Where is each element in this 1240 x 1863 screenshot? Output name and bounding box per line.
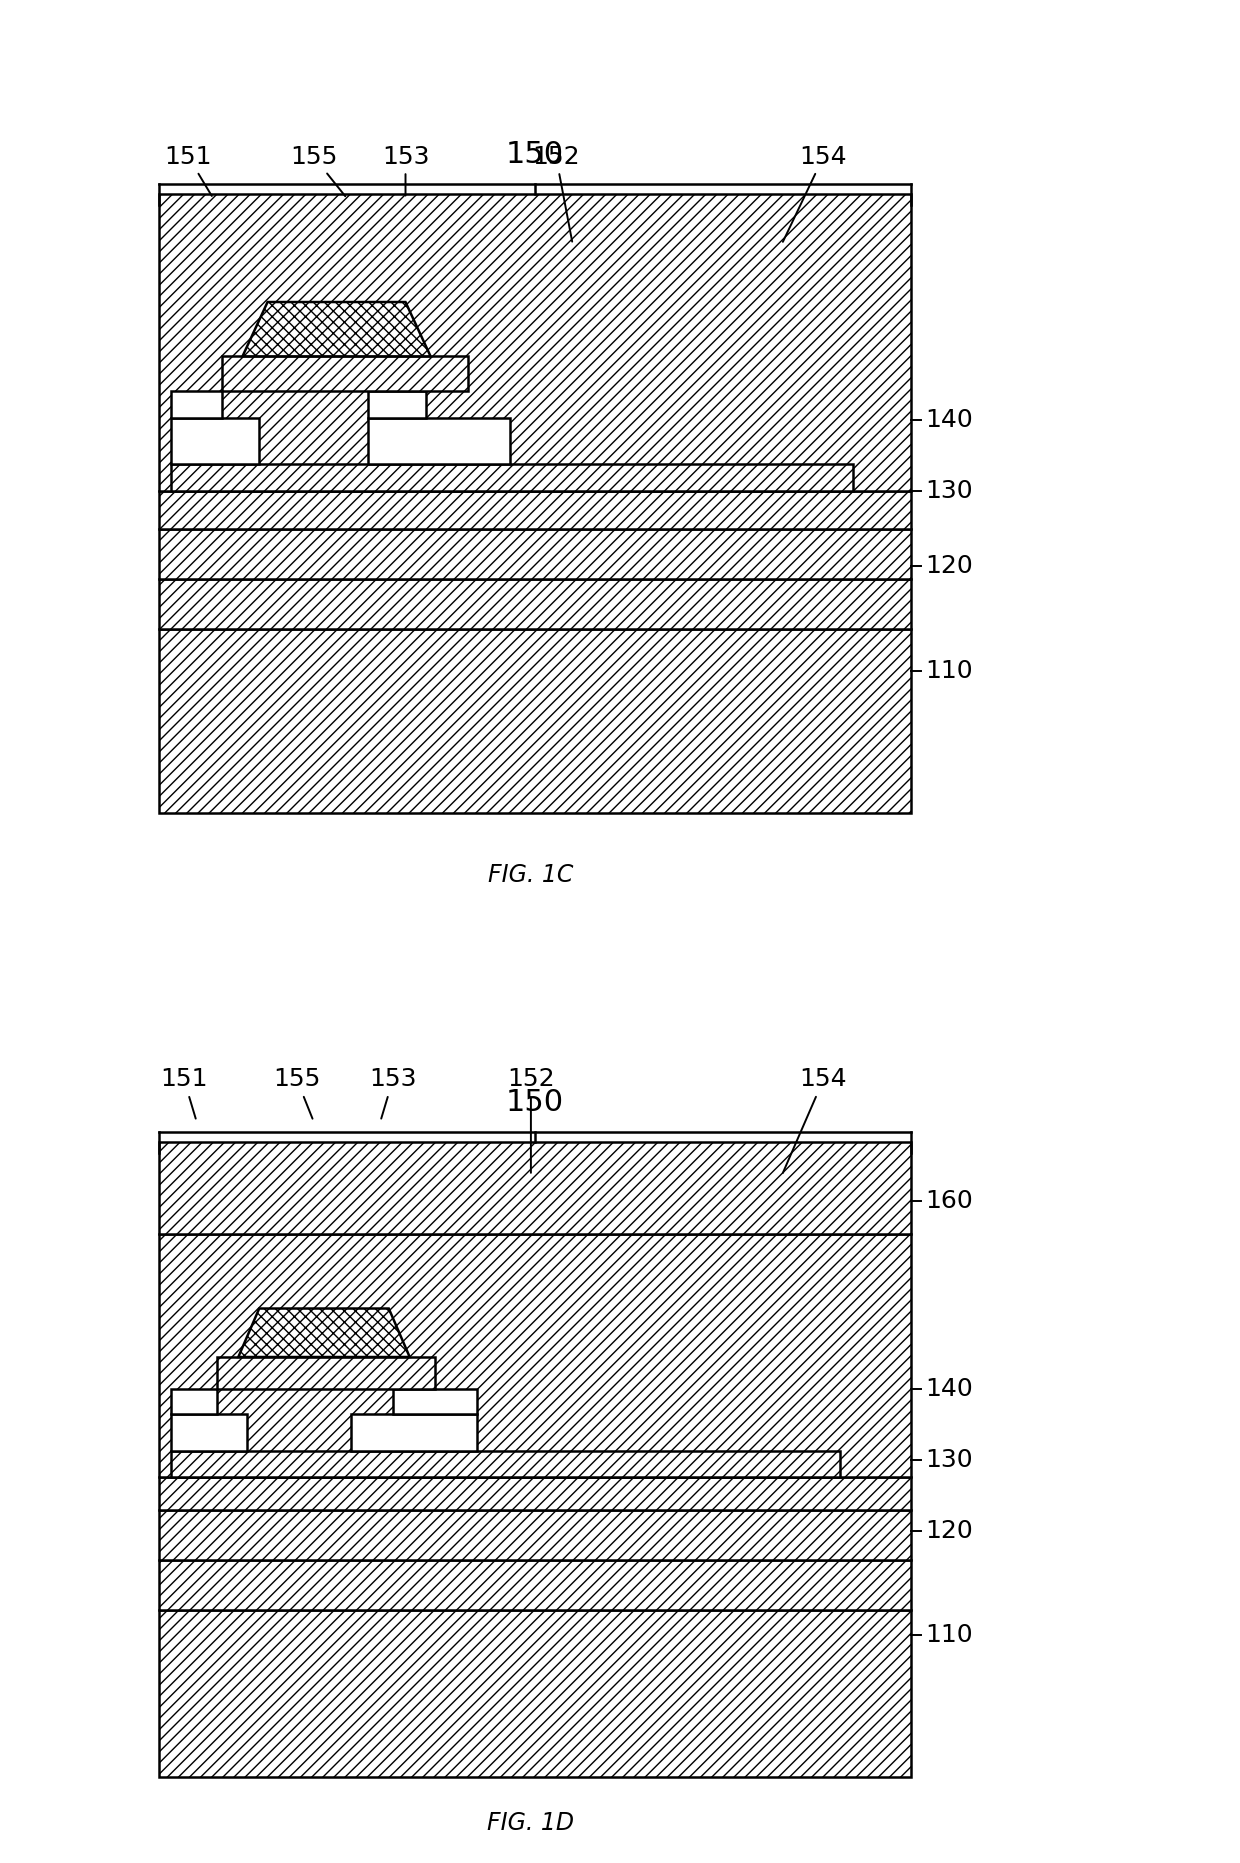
Text: 151: 151	[160, 1067, 208, 1118]
Text: 154: 154	[782, 1067, 847, 1174]
Bar	[217, 1356, 435, 1388]
Text: 152: 152	[532, 145, 580, 242]
Text: 155: 155	[290, 145, 345, 196]
Text: 153: 153	[382, 145, 429, 196]
Polygon shape	[238, 1308, 409, 1356]
Text: 150: 150	[506, 140, 564, 170]
Text: 151: 151	[165, 145, 212, 196]
Bar	[159, 630, 911, 812]
Bar	[351, 1414, 476, 1451]
Text: 130: 130	[925, 479, 973, 503]
Text: FIG. 1D: FIG. 1D	[487, 1811, 574, 1835]
Polygon shape	[243, 302, 430, 356]
Text: 150: 150	[506, 1088, 564, 1118]
Text: 160: 160	[925, 1189, 973, 1213]
Bar	[159, 1233, 911, 1477]
Bar	[222, 356, 469, 391]
Bar	[171, 417, 259, 464]
Bar	[159, 1559, 911, 1610]
Text: 154: 154	[782, 145, 847, 242]
Bar	[159, 1511, 911, 1559]
Text: 155: 155	[273, 1067, 320, 1118]
Bar	[159, 529, 911, 579]
Bar	[171, 1388, 217, 1414]
Bar	[159, 194, 911, 492]
Bar	[393, 1388, 476, 1414]
Bar	[368, 391, 427, 417]
Bar	[171, 1451, 841, 1477]
Text: 120: 120	[925, 1518, 973, 1543]
Text: 130: 130	[925, 1448, 973, 1472]
Bar	[171, 464, 853, 492]
Bar	[159, 1142, 911, 1233]
Bar	[159, 1610, 911, 1777]
Bar	[171, 391, 222, 417]
Text: 120: 120	[925, 553, 973, 578]
Text: FIG. 1C: FIG. 1C	[489, 863, 574, 887]
Text: 140: 140	[925, 408, 973, 432]
Bar	[159, 579, 911, 630]
Bar	[159, 1477, 911, 1511]
Text: 110: 110	[925, 660, 973, 682]
Bar	[159, 492, 911, 529]
Bar	[171, 1414, 247, 1451]
Text: 153: 153	[370, 1067, 417, 1118]
Bar	[368, 417, 510, 464]
Text: 110: 110	[925, 1623, 973, 1647]
Text: 140: 140	[925, 1377, 973, 1401]
Text: 152: 152	[507, 1067, 554, 1174]
